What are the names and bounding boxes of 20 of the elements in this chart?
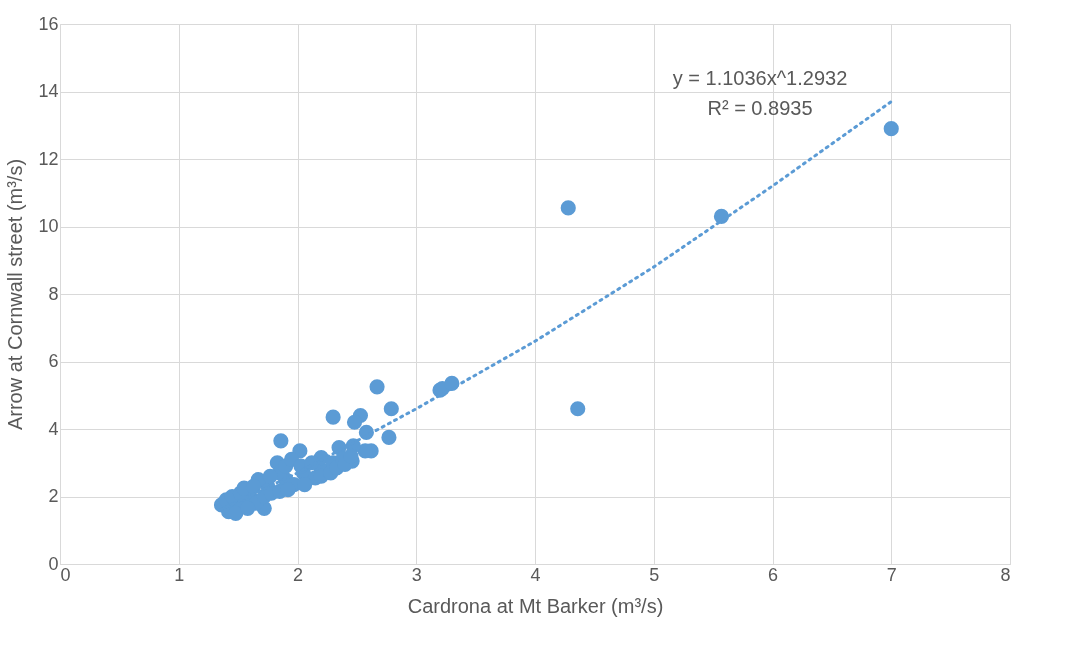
x-axis-title: Cardrona at Mt Barker (m³/s) — [407, 594, 664, 617]
y-tick-label: 4 — [48, 418, 59, 439]
y-tick-label: 10 — [38, 216, 59, 236]
y-axis-title: Arrow at Cornwall street (m³/s) — [4, 158, 27, 431]
x-tick-label: 4 — [530, 564, 541, 585]
y-tick-label: 8 — [48, 283, 59, 304]
annotation: y = 1.1036x^1.2932 — [672, 67, 848, 89]
y-tick-label: 14 — [38, 81, 59, 101]
x-tick-label: 6 — [767, 564, 779, 585]
x-tick-label: 5 — [649, 564, 660, 585]
x-tick-label: 3 — [411, 564, 422, 585]
x-tick-label: 7 — [886, 564, 897, 585]
x-tick-label: 8 — [1000, 564, 1011, 585]
y-tick-label: 2 — [48, 486, 59, 506]
y-tick-label: 16 — [38, 13, 59, 34]
x-tick-label: 2 — [292, 564, 304, 585]
annotation: R² = 0.8935 — [707, 97, 813, 119]
y-tick-label: 12 — [38, 148, 59, 169]
x-tick-label: 1 — [174, 564, 185, 585]
y-tick-label: 6 — [48, 351, 59, 371]
